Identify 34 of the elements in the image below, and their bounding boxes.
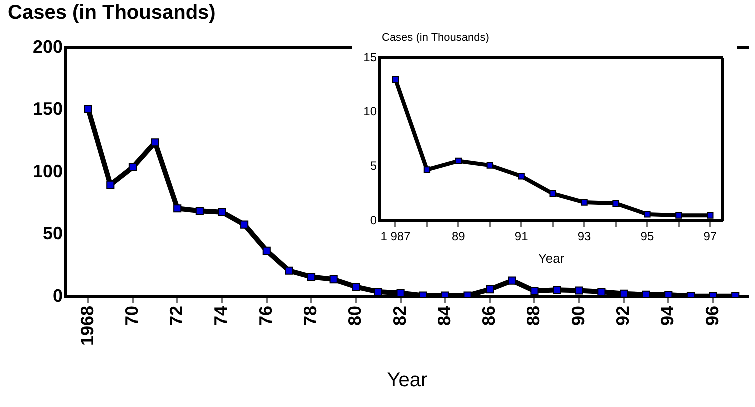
x-tick-label: 1968 — [77, 306, 98, 346]
x-tick-label: 88 — [524, 306, 544, 326]
y-tick-label: 100 — [32, 161, 63, 182]
x-tick-label: 1 987 — [380, 230, 412, 244]
x-tick-label: 91 — [514, 230, 529, 244]
x-axis-title: Year — [387, 370, 428, 392]
x-tick-label: 92 — [612, 306, 633, 326]
x-tick-label: 93 — [578, 230, 592, 244]
y-tick-label: 5 — [370, 158, 378, 173]
x-tick-label: 97 — [704, 230, 718, 244]
y-tick-label: 10 — [364, 104, 378, 119]
x-axis-title: Year — [538, 250, 566, 266]
x-tick-label: 94 — [658, 306, 678, 326]
x-tick-label: 96 — [702, 306, 722, 326]
y-tick-label: 50 — [42, 224, 63, 244]
x-tick-label: 95 — [640, 230, 654, 244]
x-tick-label: 90 — [568, 306, 588, 326]
y-axis-title: Cases (in Thousands) — [8, 2, 216, 25]
x-tick-label: 82 — [390, 306, 410, 326]
x-tick-label: 80 — [345, 306, 366, 326]
x-tick-label: 76 — [256, 306, 276, 326]
y-tick-label: 15 — [364, 50, 378, 64]
x-tick-label: 74 — [211, 306, 232, 326]
x-tick-label: 86 — [479, 306, 500, 326]
x-tick-label: 84 — [434, 306, 454, 326]
x-tick-label: 78 — [300, 306, 320, 326]
x-tick-label: 89 — [452, 230, 466, 244]
y-tick-label: 200 — [32, 36, 63, 57]
y-tick-label: 0 — [52, 286, 63, 306]
x-tick-label: 72 — [166, 306, 187, 326]
y-tick-label: 0 — [370, 213, 378, 228]
y-axis-title: Cases (in Thousands) — [382, 32, 490, 44]
x-tick-label: 70 — [122, 306, 142, 326]
y-tick-label: 150 — [32, 99, 63, 120]
